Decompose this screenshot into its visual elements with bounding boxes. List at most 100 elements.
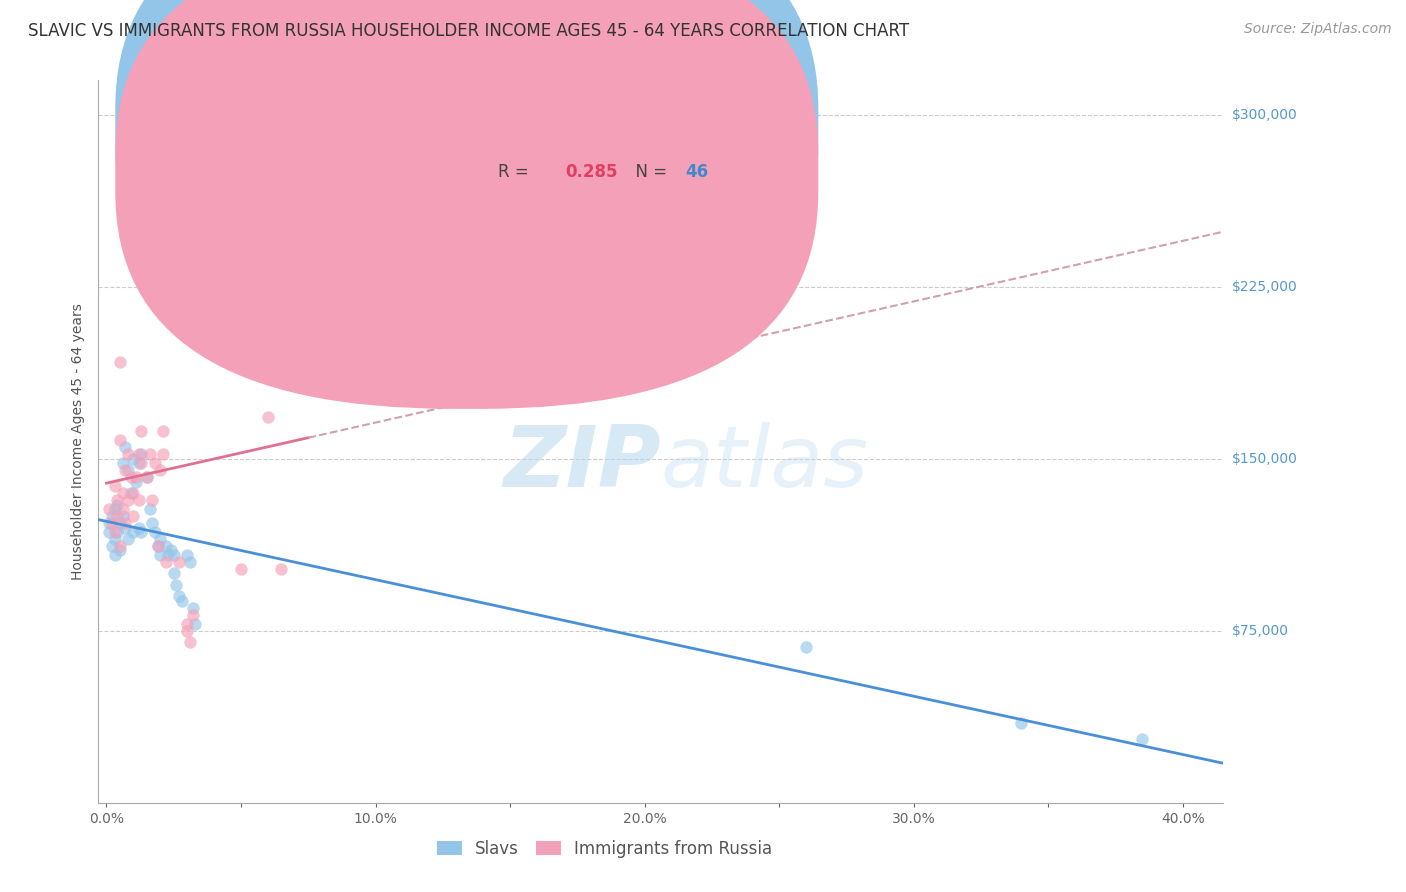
Point [103,525,125,540]
Point [103,479,125,493]
Point [111,509,134,524]
Point [131,447,153,461]
Point [103,548,125,562]
Point [146,539,169,553]
FancyBboxPatch shape [115,0,818,364]
Point [1010,715,1032,730]
Point [135,470,157,484]
Point [105,493,128,508]
Point [155,539,177,553]
Point [120,470,142,484]
Point [111,486,134,500]
Point [108,355,131,369]
Point [98,516,121,530]
Point [114,440,136,454]
Point [149,548,172,562]
Point [138,502,160,516]
Point [117,493,139,508]
Point [311,314,333,328]
Point [229,562,252,576]
Text: $300,000: $300,000 [1232,108,1298,121]
Point [131,424,153,438]
Point [98,525,121,540]
Point [184,616,207,631]
Point [131,525,153,540]
Point [270,562,292,576]
Point [128,493,150,508]
Point [170,594,193,608]
Point [141,493,163,508]
Point [181,607,204,622]
Point [179,635,201,649]
Point [166,578,188,592]
Text: N =: N = [624,119,672,136]
Point [166,250,188,264]
FancyBboxPatch shape [425,102,762,218]
Text: R =: R = [498,119,534,136]
Text: $225,000: $225,000 [1232,280,1298,293]
Legend: Slavs, Immigrants from Russia: Slavs, Immigrants from Russia [430,833,779,864]
Point [125,470,148,484]
Point [143,456,166,470]
Point [108,543,131,558]
Point [114,463,136,477]
Point [120,486,142,500]
Point [257,410,280,425]
Y-axis label: Householder Income Ages 45 - 64 years: Householder Income Ages 45 - 64 years [72,303,86,580]
Point [114,520,136,534]
Point [108,516,131,530]
Point [108,434,131,448]
Point [103,532,125,546]
Text: $150,000: $150,000 [1232,451,1298,466]
Text: SLAVIC VS IMMIGRANTS FROM RUSSIA HOUSEHOLDER INCOME AGES 45 - 64 YEARS CORRELATI: SLAVIC VS IMMIGRANTS FROM RUSSIA HOUSEHO… [28,22,910,40]
Point [155,555,177,569]
Text: ZIP: ZIP [503,422,661,505]
Point [98,502,121,516]
Point [138,447,160,461]
Point [181,600,204,615]
Point [122,451,145,466]
Point [114,516,136,530]
Point [105,509,128,524]
Point [111,502,134,516]
Point [125,475,148,489]
Text: R =: R = [498,163,538,181]
Text: Source: ZipAtlas.com: Source: ZipAtlas.com [1244,22,1392,37]
Text: 47: 47 [686,119,709,136]
Text: 0.285: 0.285 [565,163,617,181]
Text: N =: N = [624,163,672,181]
Text: -0.540: -0.540 [560,119,619,136]
Text: atlas: atlas [661,422,869,505]
Point [128,447,150,461]
Point [135,470,157,484]
Point [131,456,153,470]
Point [152,447,174,461]
FancyBboxPatch shape [115,0,818,409]
Point [101,509,124,524]
Point [160,238,183,252]
Point [105,525,128,540]
Point [128,456,150,470]
Point [167,590,190,604]
Point [117,463,139,477]
Point [128,520,150,534]
Point [122,486,145,500]
Point [176,616,198,631]
Point [1132,731,1154,746]
Point [141,516,163,530]
Point [163,548,186,562]
Point [108,539,131,553]
Point [157,548,180,562]
Point [167,555,190,569]
Point [163,238,186,252]
Point [101,516,124,530]
Point [117,532,139,546]
Point [117,447,139,461]
Point [179,555,201,569]
Point [176,624,198,638]
Point [794,640,817,654]
Point [152,424,174,438]
Point [143,525,166,540]
Point [103,502,125,516]
Point [149,463,172,477]
